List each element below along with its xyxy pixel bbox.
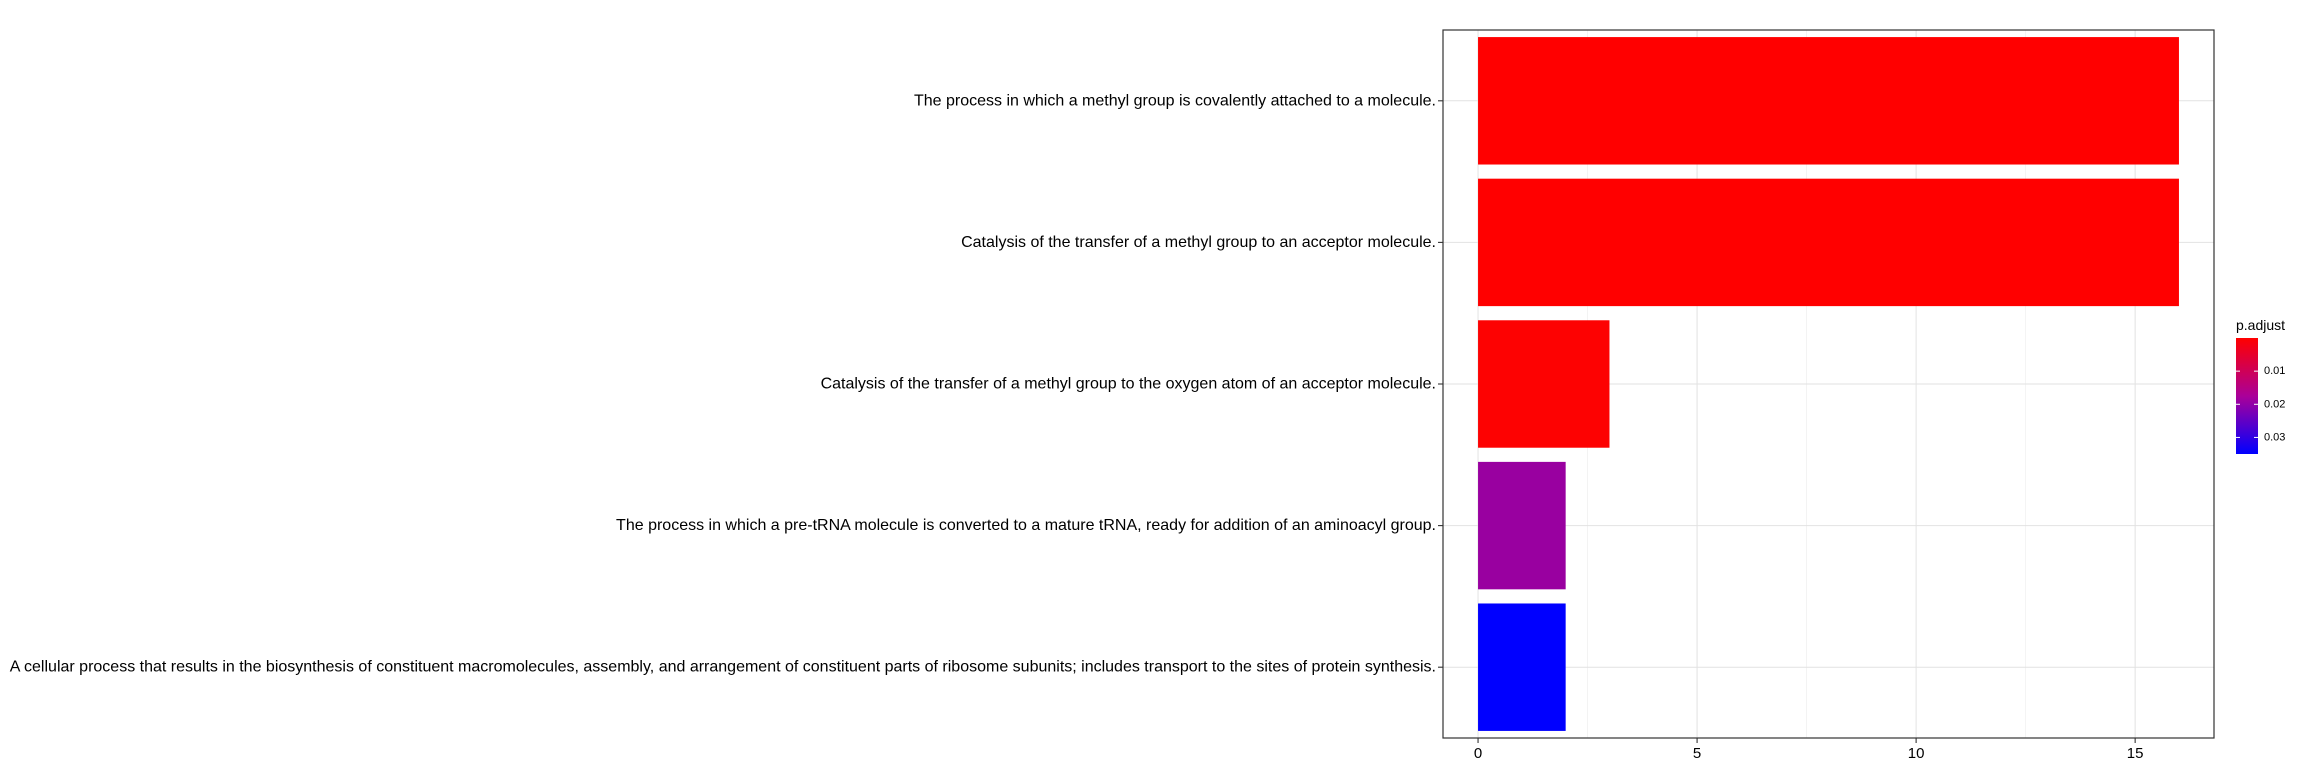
x-tick-label: 0 bbox=[1474, 745, 1482, 762]
bar bbox=[1478, 603, 1566, 731]
legend-tick-label: 0.03 bbox=[2264, 431, 2285, 443]
y-tick-label: The process in which a methyl group is c… bbox=[914, 92, 1436, 109]
legend-title: p.adjust bbox=[2236, 317, 2285, 333]
bars bbox=[1478, 37, 2179, 731]
y-tick-label: Catalysis of the transfer of a methyl gr… bbox=[821, 376, 1436, 393]
x-axis: 0 5 10 15 bbox=[1474, 738, 2144, 762]
y-tick-label: The process in which a pre-tRNA molecule… bbox=[616, 517, 1436, 534]
bar bbox=[1478, 37, 2179, 165]
legend-tick-label: 0.01 bbox=[2264, 365, 2285, 377]
x-tick-label: 5 bbox=[1693, 745, 1701, 762]
bar bbox=[1478, 461, 1566, 590]
bar bbox=[1478, 320, 1610, 448]
y-axis: The process in which a methyl group is c… bbox=[10, 92, 1443, 676]
x-tick-label: 10 bbox=[1908, 745, 1925, 762]
legend-colorbar bbox=[2236, 338, 2258, 454]
bar bbox=[1478, 178, 2179, 307]
y-tick-label: Catalysis of the transfer of a methyl gr… bbox=[961, 234, 1436, 251]
y-tick-label: A cellular process that results in the b… bbox=[10, 659, 1436, 676]
legend: p.adjust 0.01 0.02 0.03 bbox=[2236, 317, 2285, 454]
legend-tick-label: 0.02 bbox=[2264, 398, 2285, 410]
x-tick-label: 15 bbox=[2127, 745, 2144, 762]
